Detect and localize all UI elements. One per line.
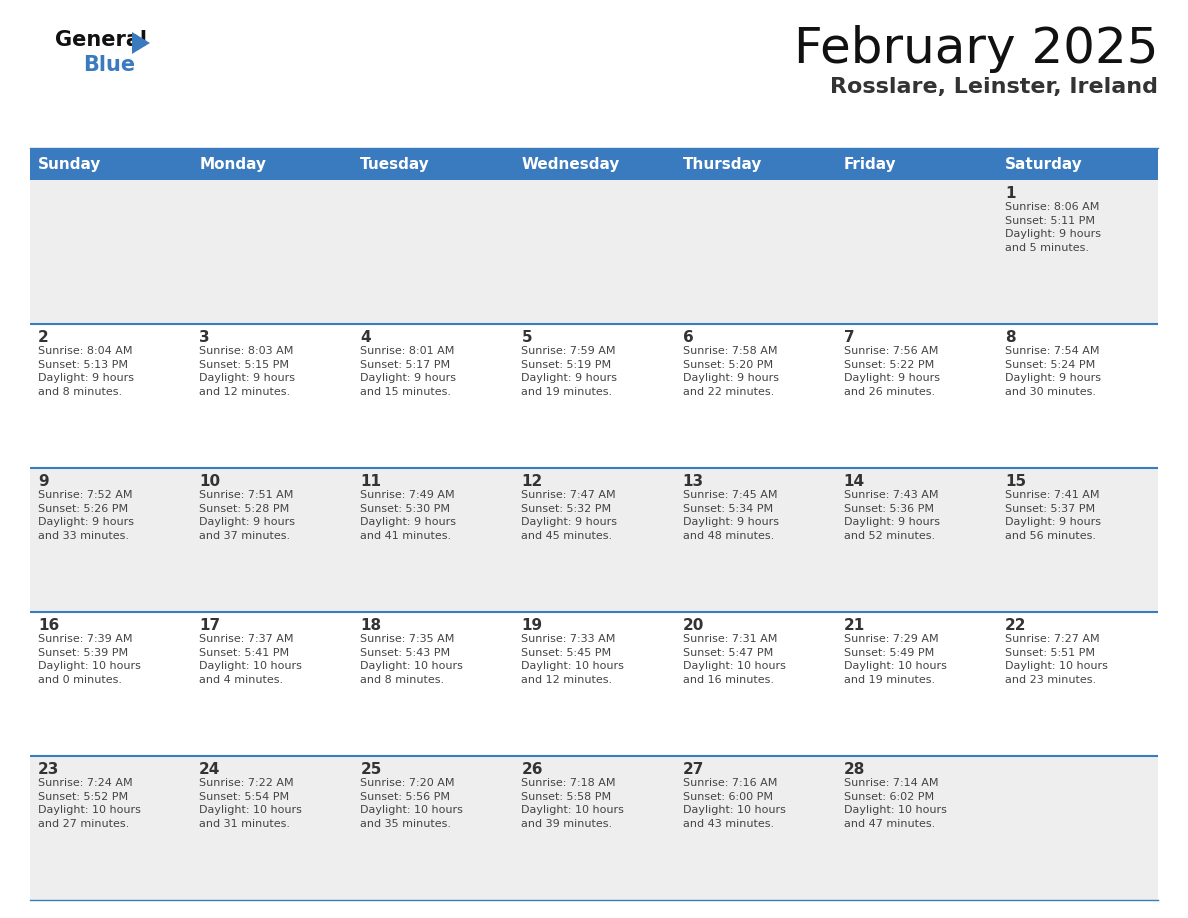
Text: Sunrise: 8:06 AM
Sunset: 5:11 PM
Daylight: 9 hours
and 5 minutes.: Sunrise: 8:06 AM Sunset: 5:11 PM Dayligh… — [1005, 202, 1101, 252]
Text: 9: 9 — [38, 474, 49, 489]
Text: Sunrise: 7:51 AM
Sunset: 5:28 PM
Daylight: 9 hours
and 37 minutes.: Sunrise: 7:51 AM Sunset: 5:28 PM Dayligh… — [200, 490, 295, 541]
Text: Sunrise: 7:59 AM
Sunset: 5:19 PM
Daylight: 9 hours
and 19 minutes.: Sunrise: 7:59 AM Sunset: 5:19 PM Dayligh… — [522, 346, 618, 397]
Text: Sunrise: 7:47 AM
Sunset: 5:32 PM
Daylight: 9 hours
and 45 minutes.: Sunrise: 7:47 AM Sunset: 5:32 PM Dayligh… — [522, 490, 618, 541]
Text: 17: 17 — [200, 618, 220, 633]
Text: 4: 4 — [360, 330, 371, 345]
Text: 5: 5 — [522, 330, 532, 345]
Text: Sunrise: 7:29 AM
Sunset: 5:49 PM
Daylight: 10 hours
and 19 minutes.: Sunrise: 7:29 AM Sunset: 5:49 PM Dayligh… — [843, 634, 947, 685]
Text: Sunday: Sunday — [38, 156, 101, 172]
Text: Tuesday: Tuesday — [360, 156, 430, 172]
Text: 8: 8 — [1005, 330, 1016, 345]
Text: Sunrise: 7:52 AM
Sunset: 5:26 PM
Daylight: 9 hours
and 33 minutes.: Sunrise: 7:52 AM Sunset: 5:26 PM Dayligh… — [38, 490, 134, 541]
Text: 14: 14 — [843, 474, 865, 489]
Text: February 2025: February 2025 — [794, 25, 1158, 73]
Text: 16: 16 — [38, 618, 59, 633]
Bar — [30, 612, 1158, 756]
Text: Monday: Monday — [200, 156, 266, 172]
Text: Sunrise: 7:14 AM
Sunset: 6:02 PM
Daylight: 10 hours
and 47 minutes.: Sunrise: 7:14 AM Sunset: 6:02 PM Dayligh… — [843, 778, 947, 829]
Bar — [30, 148, 1158, 180]
Bar — [30, 468, 1158, 612]
Text: Sunrise: 7:18 AM
Sunset: 5:58 PM
Daylight: 10 hours
and 39 minutes.: Sunrise: 7:18 AM Sunset: 5:58 PM Dayligh… — [522, 778, 625, 829]
Text: Sunrise: 7:16 AM
Sunset: 6:00 PM
Daylight: 10 hours
and 43 minutes.: Sunrise: 7:16 AM Sunset: 6:00 PM Dayligh… — [683, 778, 785, 829]
Text: Sunrise: 7:43 AM
Sunset: 5:36 PM
Daylight: 9 hours
and 52 minutes.: Sunrise: 7:43 AM Sunset: 5:36 PM Dayligh… — [843, 490, 940, 541]
Text: Sunrise: 7:58 AM
Sunset: 5:20 PM
Daylight: 9 hours
and 22 minutes.: Sunrise: 7:58 AM Sunset: 5:20 PM Dayligh… — [683, 346, 778, 397]
Text: Sunrise: 7:24 AM
Sunset: 5:52 PM
Daylight: 10 hours
and 27 minutes.: Sunrise: 7:24 AM Sunset: 5:52 PM Dayligh… — [38, 778, 141, 829]
Text: Sunrise: 7:41 AM
Sunset: 5:37 PM
Daylight: 9 hours
and 56 minutes.: Sunrise: 7:41 AM Sunset: 5:37 PM Dayligh… — [1005, 490, 1101, 541]
Text: 26: 26 — [522, 762, 543, 777]
Text: Thursday: Thursday — [683, 156, 762, 172]
Text: 18: 18 — [360, 618, 381, 633]
Text: Wednesday: Wednesday — [522, 156, 620, 172]
Text: 11: 11 — [360, 474, 381, 489]
Text: General: General — [55, 30, 147, 50]
Text: Sunrise: 7:35 AM
Sunset: 5:43 PM
Daylight: 10 hours
and 8 minutes.: Sunrise: 7:35 AM Sunset: 5:43 PM Dayligh… — [360, 634, 463, 685]
Text: Sunrise: 7:45 AM
Sunset: 5:34 PM
Daylight: 9 hours
and 48 minutes.: Sunrise: 7:45 AM Sunset: 5:34 PM Dayligh… — [683, 490, 778, 541]
Text: 23: 23 — [38, 762, 59, 777]
Text: Sunrise: 7:27 AM
Sunset: 5:51 PM
Daylight: 10 hours
and 23 minutes.: Sunrise: 7:27 AM Sunset: 5:51 PM Dayligh… — [1005, 634, 1107, 685]
Text: Saturday: Saturday — [1005, 156, 1082, 172]
Text: 19: 19 — [522, 618, 543, 633]
Text: Sunrise: 7:49 AM
Sunset: 5:30 PM
Daylight: 9 hours
and 41 minutes.: Sunrise: 7:49 AM Sunset: 5:30 PM Dayligh… — [360, 490, 456, 541]
Text: Sunrise: 7:33 AM
Sunset: 5:45 PM
Daylight: 10 hours
and 12 minutes.: Sunrise: 7:33 AM Sunset: 5:45 PM Dayligh… — [522, 634, 625, 685]
Text: 12: 12 — [522, 474, 543, 489]
Text: Sunrise: 8:03 AM
Sunset: 5:15 PM
Daylight: 9 hours
and 12 minutes.: Sunrise: 8:03 AM Sunset: 5:15 PM Dayligh… — [200, 346, 295, 397]
Text: Sunrise: 7:37 AM
Sunset: 5:41 PM
Daylight: 10 hours
and 4 minutes.: Sunrise: 7:37 AM Sunset: 5:41 PM Dayligh… — [200, 634, 302, 685]
Text: Sunrise: 8:01 AM
Sunset: 5:17 PM
Daylight: 9 hours
and 15 minutes.: Sunrise: 8:01 AM Sunset: 5:17 PM Dayligh… — [360, 346, 456, 397]
Text: 25: 25 — [360, 762, 381, 777]
Text: Friday: Friday — [843, 156, 896, 172]
Text: 27: 27 — [683, 762, 704, 777]
Text: 21: 21 — [843, 618, 865, 633]
Text: Sunrise: 7:20 AM
Sunset: 5:56 PM
Daylight: 10 hours
and 35 minutes.: Sunrise: 7:20 AM Sunset: 5:56 PM Dayligh… — [360, 778, 463, 829]
Text: Sunrise: 7:31 AM
Sunset: 5:47 PM
Daylight: 10 hours
and 16 minutes.: Sunrise: 7:31 AM Sunset: 5:47 PM Dayligh… — [683, 634, 785, 685]
Text: Sunrise: 7:22 AM
Sunset: 5:54 PM
Daylight: 10 hours
and 31 minutes.: Sunrise: 7:22 AM Sunset: 5:54 PM Dayligh… — [200, 778, 302, 829]
Text: 20: 20 — [683, 618, 704, 633]
Text: 24: 24 — [200, 762, 221, 777]
Text: 13: 13 — [683, 474, 703, 489]
Text: 28: 28 — [843, 762, 865, 777]
Bar — [30, 756, 1158, 900]
Text: 2: 2 — [38, 330, 49, 345]
Text: Sunrise: 7:54 AM
Sunset: 5:24 PM
Daylight: 9 hours
and 30 minutes.: Sunrise: 7:54 AM Sunset: 5:24 PM Dayligh… — [1005, 346, 1101, 397]
Bar — [30, 180, 1158, 324]
Text: 3: 3 — [200, 330, 210, 345]
Text: Sunrise: 8:04 AM
Sunset: 5:13 PM
Daylight: 9 hours
and 8 minutes.: Sunrise: 8:04 AM Sunset: 5:13 PM Dayligh… — [38, 346, 134, 397]
Text: Sunrise: 7:39 AM
Sunset: 5:39 PM
Daylight: 10 hours
and 0 minutes.: Sunrise: 7:39 AM Sunset: 5:39 PM Dayligh… — [38, 634, 141, 685]
Text: 22: 22 — [1005, 618, 1026, 633]
Text: 7: 7 — [843, 330, 854, 345]
Polygon shape — [132, 32, 150, 54]
Text: 10: 10 — [200, 474, 220, 489]
Text: Sunrise: 7:56 AM
Sunset: 5:22 PM
Daylight: 9 hours
and 26 minutes.: Sunrise: 7:56 AM Sunset: 5:22 PM Dayligh… — [843, 346, 940, 397]
Bar — [30, 324, 1158, 468]
Text: 1: 1 — [1005, 186, 1016, 201]
Text: 15: 15 — [1005, 474, 1026, 489]
Text: Rosslare, Leinster, Ireland: Rosslare, Leinster, Ireland — [830, 77, 1158, 97]
Text: Blue: Blue — [83, 55, 135, 75]
Text: 6: 6 — [683, 330, 694, 345]
